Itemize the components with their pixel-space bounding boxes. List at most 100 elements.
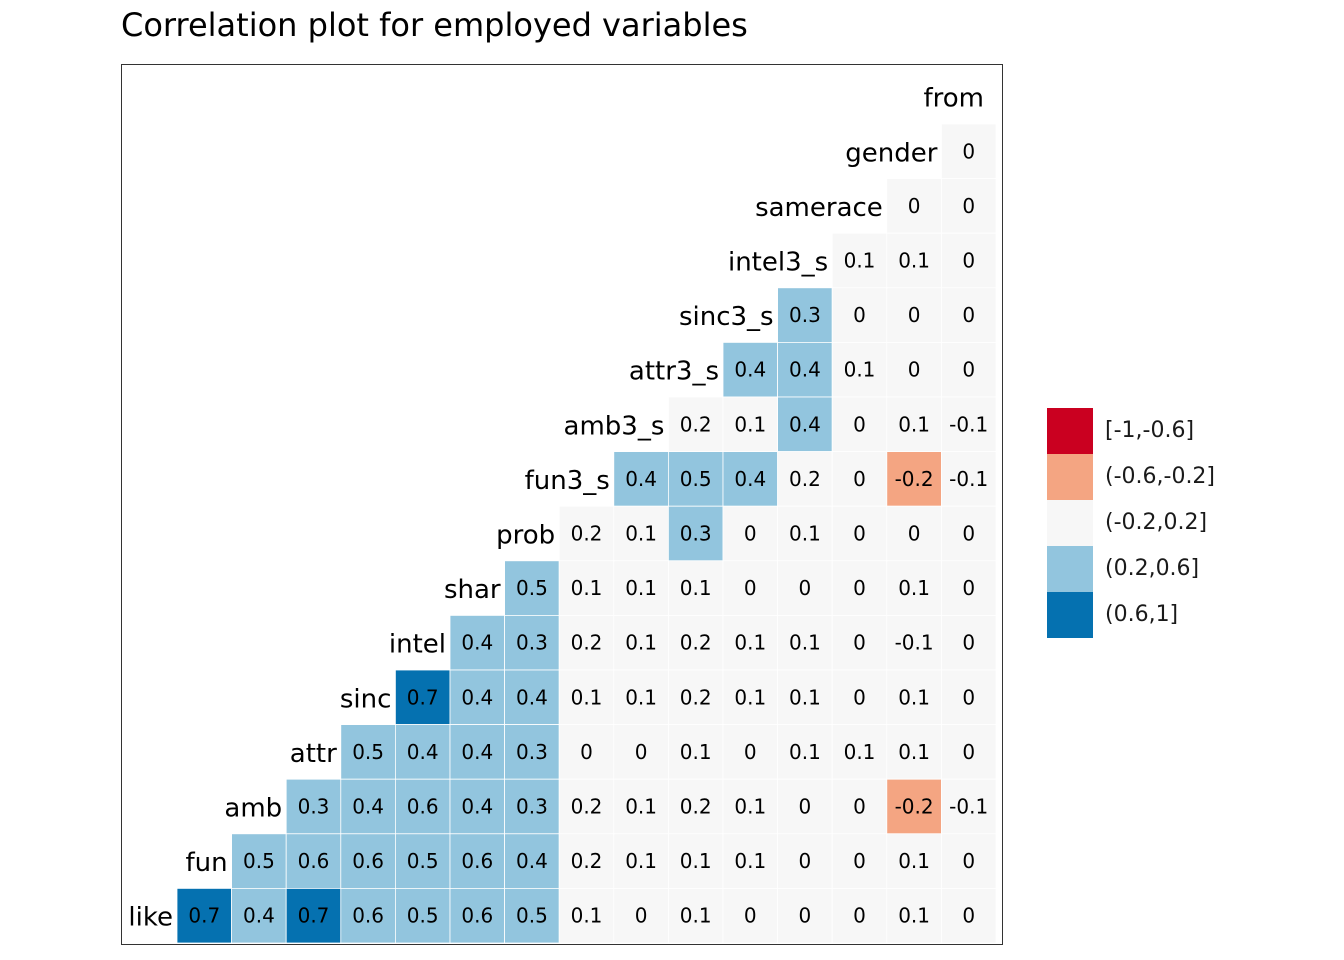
cell-value-label: 0.1	[789, 522, 821, 546]
legend-item: [-1,-0.6]	[1047, 408, 1247, 454]
cell-value-label: 0.1	[571, 904, 603, 928]
heatmap-cell	[394, 778, 451, 835]
heatmap-cell	[777, 778, 833, 835]
legend-item: (-0.6,-0.2]	[1047, 454, 1247, 500]
legend-key-swatch	[1047, 592, 1093, 638]
cell-value-label: 0.1	[898, 904, 930, 928]
cell-value-label: 0.4	[461, 631, 493, 655]
heatmap-cell	[668, 669, 724, 725]
cell-value-label: 0.1	[844, 740, 876, 764]
cell-value-label: 0	[853, 522, 866, 546]
row-label-attr: attr	[290, 739, 337, 769]
heatmap-cell	[886, 341, 942, 398]
legend-item: (-0.2,0.2]	[1047, 500, 1247, 546]
heatmap-cell	[668, 724, 724, 780]
heatmap-cell	[722, 778, 778, 835]
heatmap-cell	[831, 669, 888, 725]
heatmap-cell	[777, 341, 833, 398]
heatmap-cell	[613, 888, 669, 943]
heatmap-cell	[941, 396, 997, 452]
cell-value-label: 0.4	[243, 904, 275, 928]
cell-value-label: 0.4	[734, 358, 766, 382]
heatmap-cell	[449, 888, 505, 943]
heatmap-cell	[941, 615, 997, 671]
cell-value-label: 0.1	[789, 740, 821, 764]
heatmap-cell	[668, 560, 724, 616]
cell-value-label: 0	[908, 194, 921, 218]
cell-value-label: 0.1	[625, 685, 657, 709]
heatmap-cell	[504, 833, 560, 889]
cell-value-label: 0	[962, 358, 975, 382]
heatmap-cell	[668, 888, 724, 943]
cell-value-label: 0	[744, 740, 757, 764]
cell-value-label: 0.1	[898, 849, 930, 873]
cell-value-label: -0.1	[895, 631, 934, 655]
heatmap-cell	[504, 560, 560, 616]
cell-value-label: 0.1	[734, 631, 766, 655]
cell-value-label: 0.2	[571, 631, 603, 655]
heatmap-cell	[722, 888, 778, 943]
cell-value-label: 0.1	[844, 249, 876, 273]
cell-value-label: 0	[962, 194, 975, 218]
cell-value-label: 0.2	[680, 412, 712, 436]
cell-value-label: 0.1	[734, 795, 766, 819]
cell-value-label: 0.5	[407, 849, 439, 873]
cell-value-label: 0.2	[571, 795, 603, 819]
cell-value-label: 0	[908, 522, 921, 546]
heatmap-cell	[613, 615, 669, 671]
heatmap-cell	[668, 833, 724, 889]
heatmap-cell	[941, 560, 997, 616]
heatmap-cell	[886, 833, 942, 889]
cell-value-label: 0.2	[571, 849, 603, 873]
cell-value-label: 0	[962, 631, 975, 655]
heatmap-cell	[831, 560, 888, 616]
cell-value-label: 0.1	[734, 849, 766, 873]
heatmap-cell	[886, 888, 942, 943]
heatmap-cell	[722, 724, 778, 780]
cell-value-label: 0.1	[789, 685, 821, 709]
heatmap-cell	[340, 833, 396, 889]
cell-value-label: 0	[635, 904, 648, 928]
heatmap-cell	[777, 888, 833, 943]
cell-value-label: 0	[962, 303, 975, 327]
heatmap-cell	[777, 560, 833, 616]
heatmap-cell	[668, 615, 724, 671]
cell-value-label: -0.2	[895, 795, 934, 819]
heatmap-cell	[668, 396, 724, 452]
cell-value-label: 0	[853, 849, 866, 873]
cell-value-label: 0	[962, 904, 975, 928]
cell-value-label: 0.6	[461, 904, 493, 928]
heatmap-cell	[722, 396, 778, 452]
cell-value-label: 0	[799, 849, 812, 873]
heatmap-cell	[394, 669, 451, 725]
heatmap-cell	[231, 833, 287, 889]
cell-value-label: 0.1	[734, 685, 766, 709]
cell-value-label: 0.4	[461, 685, 493, 709]
heatmap-cell	[558, 833, 615, 889]
row-label-prob: prob	[496, 521, 555, 551]
cell-value-label: 0.4	[352, 795, 384, 819]
row-label-gender: gender	[845, 138, 937, 168]
heatmap-cell	[941, 287, 997, 343]
cell-value-label: 0.6	[461, 849, 493, 873]
cell-value-label: 0.7	[407, 685, 439, 709]
heatmap-cell	[831, 888, 888, 943]
heatmap-cell	[613, 560, 669, 616]
row-label-amb3_s: amb3_s	[564, 411, 665, 441]
legend-label: (0.6,1]	[1105, 602, 1179, 627]
cell-value-label: 0	[962, 522, 975, 546]
row-label-fun3_s: fun3_s	[525, 466, 610, 496]
correlation-heatmap: from 0 gender 0 0 samerace 0.1 0.1 0 intel3_s 0.3 0…	[128, 84, 997, 943]
cell-value-label: 0.6	[352, 904, 384, 928]
row-label-sinc3_s: sinc3_s	[679, 302, 774, 332]
row-label-fun: fun	[185, 848, 227, 878]
heatmap-cell	[941, 669, 997, 725]
heatmap-cell	[668, 505, 724, 562]
heatmap-cell	[558, 888, 615, 943]
cell-value-label: 0	[853, 303, 866, 327]
legend-item: (0.2,0.6]	[1047, 546, 1247, 592]
cell-value-label: 0.1	[680, 904, 712, 928]
cell-value-label: 0.1	[571, 576, 603, 600]
cell-value-label: 0.2	[680, 685, 712, 709]
heatmap-cell	[777, 833, 833, 889]
